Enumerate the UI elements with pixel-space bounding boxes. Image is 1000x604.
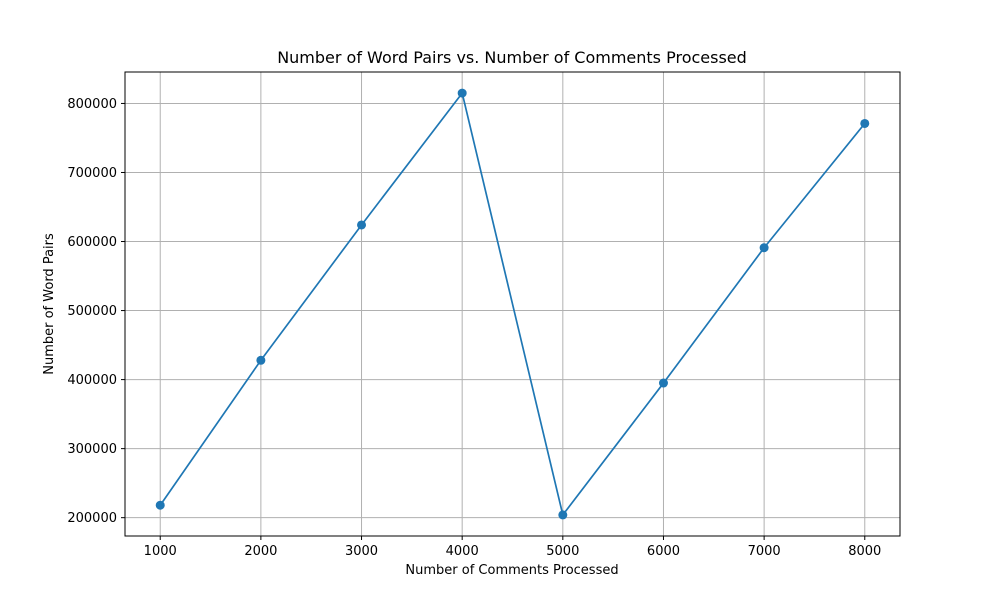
data-point xyxy=(457,88,467,98)
series-line xyxy=(159,92,866,516)
x-axis-ticks: 1000 2000 3000 4000 5000 6000 7000 8000 xyxy=(144,536,881,559)
x-tick-label: 7000 xyxy=(748,544,781,559)
x-axis-label: Number of Comments Processed xyxy=(405,563,618,578)
y-tick-label: 200000 xyxy=(67,511,117,526)
series-polyline xyxy=(159,92,866,516)
plot-frame xyxy=(124,71,901,537)
data-points xyxy=(155,88,870,520)
data-point xyxy=(658,378,668,388)
x-tick-label: 6000 xyxy=(647,544,680,559)
data-point xyxy=(558,510,568,520)
data-point xyxy=(155,500,165,510)
y-tick-label: 300000 xyxy=(67,442,117,457)
data-point xyxy=(256,355,266,365)
y-tick-label: 500000 xyxy=(67,304,117,319)
data-point xyxy=(860,118,870,128)
y-tick-label: 800000 xyxy=(67,97,117,112)
x-tick-label: 5000 xyxy=(546,544,579,559)
grid xyxy=(125,72,900,536)
y-tick-label: 600000 xyxy=(67,235,117,250)
x-tick-label: 1000 xyxy=(144,544,177,559)
x-tick-label: 3000 xyxy=(345,544,378,559)
y-tick-label: 700000 xyxy=(67,166,117,181)
data-point xyxy=(357,220,367,230)
y-axis-label: Number of Word Pairs xyxy=(42,233,57,375)
y-tick-label: 400000 xyxy=(67,373,117,388)
y-axis-ticks: 200000 300000 400000 500000 600000 700000 8000… xyxy=(67,97,125,526)
x-tick-label: 4000 xyxy=(446,544,479,559)
x-tick-label: 8000 xyxy=(848,544,881,559)
chart-title: Number of Word Pairs vs. Number of Comme… xyxy=(277,48,747,67)
data-point xyxy=(759,243,769,253)
x-tick-label: 2000 xyxy=(244,544,277,559)
